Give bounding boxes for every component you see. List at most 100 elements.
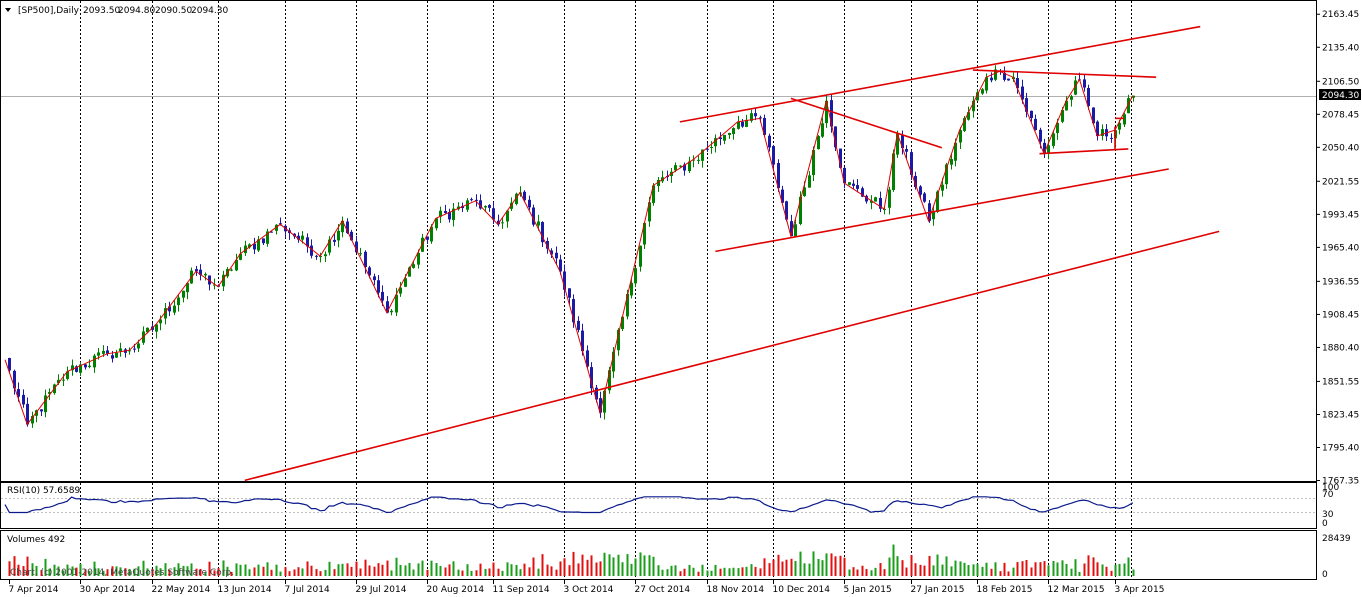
candle-body bbox=[75, 366, 78, 372]
candle-body bbox=[941, 184, 944, 191]
candle-body bbox=[204, 273, 207, 276]
candle-body bbox=[1003, 72, 1006, 80]
candle-body bbox=[102, 350, 105, 354]
candle-body bbox=[390, 310, 393, 313]
candle-body bbox=[790, 221, 793, 237]
rsi-level-0: 0 bbox=[1322, 519, 1328, 529]
price-tick-label: 2078.45 bbox=[1322, 110, 1359, 120]
candle-body bbox=[26, 403, 29, 425]
candle-body bbox=[208, 275, 211, 285]
candle-body bbox=[963, 118, 966, 131]
candle-body bbox=[35, 410, 38, 416]
collapse-triangle-icon[interactable] bbox=[5, 8, 11, 12]
candle-body bbox=[657, 179, 660, 186]
candle-body bbox=[617, 329, 620, 351]
candle-body bbox=[146, 327, 149, 333]
candle-body bbox=[825, 100, 828, 124]
candle-body bbox=[364, 251, 367, 267]
candle-body bbox=[377, 280, 380, 293]
volume-label: Volumes 492 bbox=[7, 535, 65, 545]
price-axis[interactable]: 2163.45 2135.40 2106.50 2078.45 2050.40 2021.… bbox=[1316, 10, 1359, 487]
candle-body bbox=[177, 297, 180, 306]
candle-body bbox=[186, 283, 189, 293]
volume-level-max: 28439 bbox=[1322, 534, 1351, 544]
candle-body bbox=[870, 200, 873, 203]
candle-body bbox=[84, 364, 87, 368]
time-axis[interactable]: 7 Apr 2014 30 Apr 2014 22 May 2014 13 Jun 2… bbox=[9, 580, 1165, 595]
candle-body bbox=[62, 379, 65, 381]
candle-body bbox=[643, 222, 646, 245]
candle-body bbox=[555, 252, 558, 259]
candle-body bbox=[923, 193, 926, 202]
price-tick-label: 1880.40 bbox=[1322, 343, 1359, 353]
candle-body bbox=[1021, 86, 1024, 100]
candle-body bbox=[395, 294, 398, 313]
trendline bbox=[715, 168, 1169, 253]
candle-body bbox=[297, 235, 300, 240]
candle-body bbox=[1110, 137, 1113, 139]
candle-body bbox=[306, 237, 309, 247]
candle-body bbox=[852, 183, 855, 186]
candle-body bbox=[603, 390, 606, 413]
candle-body bbox=[532, 207, 535, 225]
candle-body bbox=[412, 264, 415, 268]
price-tick-label: 2163.45 bbox=[1322, 10, 1359, 20]
candle-body bbox=[586, 350, 589, 367]
candle-body bbox=[13, 370, 16, 389]
ohlc-low: 2090.50 bbox=[155, 6, 192, 16]
candle-body bbox=[66, 371, 69, 379]
candle-body bbox=[1074, 80, 1077, 95]
candle-body bbox=[239, 253, 242, 260]
price-tick-label: 1767.35 bbox=[1322, 477, 1359, 487]
time-tick-label: 7 Apr 2014 bbox=[9, 585, 59, 595]
candle-body bbox=[568, 288, 571, 298]
candle-body bbox=[808, 175, 811, 188]
candle-body bbox=[452, 208, 455, 221]
candle-body bbox=[199, 269, 202, 275]
candle-body bbox=[599, 398, 602, 413]
rsi-level-100: 100 bbox=[1322, 483, 1339, 493]
candle-body bbox=[688, 161, 691, 172]
candle-body bbox=[523, 191, 526, 201]
candle-body bbox=[954, 142, 957, 161]
time-tick-label: 29 Jul 2014 bbox=[356, 585, 407, 595]
candle-body bbox=[976, 92, 979, 101]
zigzag-line bbox=[4, 70, 1134, 426]
candle-body bbox=[1061, 110, 1064, 122]
candle-body bbox=[861, 188, 864, 197]
candle-body bbox=[1132, 95, 1135, 98]
candle-body bbox=[399, 287, 402, 294]
candle-body bbox=[950, 159, 953, 165]
candle-body bbox=[1034, 118, 1037, 131]
volume-histogram bbox=[8, 544, 1135, 576]
ohlc-high: 2094.80 bbox=[118, 6, 155, 16]
candle-body bbox=[22, 394, 25, 405]
candle-body bbox=[799, 196, 802, 225]
candle-body bbox=[1118, 122, 1121, 130]
candle-body bbox=[168, 306, 171, 312]
candle-body bbox=[856, 185, 859, 189]
candle-body bbox=[710, 147, 713, 149]
candle-body bbox=[817, 136, 820, 150]
rsi-indicator bbox=[1, 496, 1316, 514]
candle-body bbox=[444, 211, 447, 213]
candle-body bbox=[714, 138, 717, 147]
symbol-label: [SP500],Daily bbox=[18, 6, 80, 16]
candle-body bbox=[1047, 145, 1050, 153]
candle-body bbox=[994, 69, 997, 80]
candle-body bbox=[106, 350, 109, 354]
candle-body bbox=[266, 231, 269, 244]
candle-body bbox=[137, 343, 140, 349]
candle-body bbox=[541, 222, 544, 243]
time-tick-label: 11 Sep 2014 bbox=[493, 585, 550, 595]
candle-body bbox=[812, 149, 815, 176]
candle-body bbox=[213, 284, 216, 286]
candle-body bbox=[57, 379, 60, 384]
candle-body bbox=[901, 135, 904, 149]
candle-body bbox=[341, 220, 344, 233]
candle-body bbox=[1087, 88, 1090, 107]
candle-body bbox=[359, 253, 362, 255]
rsi-level-70: 70 bbox=[1322, 490, 1334, 500]
candle-body bbox=[777, 163, 780, 189]
